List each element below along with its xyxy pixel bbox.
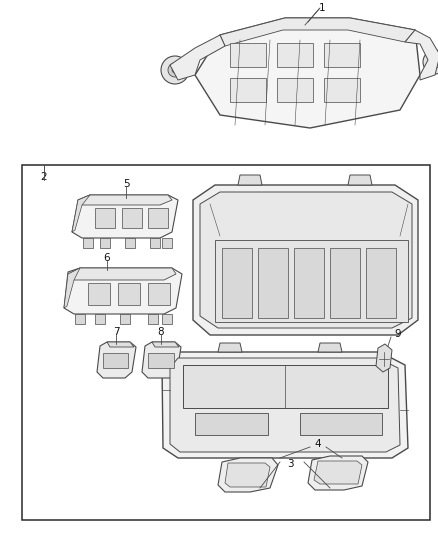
Circle shape (168, 63, 182, 77)
Polygon shape (107, 342, 134, 347)
Polygon shape (148, 283, 170, 305)
Polygon shape (97, 342, 136, 378)
Bar (22, 165, 430, 520)
Polygon shape (300, 413, 382, 435)
Polygon shape (95, 314, 105, 324)
Polygon shape (230, 78, 266, 102)
Polygon shape (318, 343, 342, 352)
Polygon shape (75, 314, 85, 324)
Circle shape (429, 56, 438, 68)
Polygon shape (78, 195, 172, 205)
Polygon shape (193, 185, 418, 335)
Polygon shape (376, 344, 392, 372)
Polygon shape (103, 353, 128, 368)
Polygon shape (125, 238, 135, 248)
Circle shape (161, 56, 189, 84)
Polygon shape (118, 283, 140, 305)
Circle shape (172, 67, 178, 73)
Text: 2: 2 (41, 172, 47, 182)
Text: 5: 5 (123, 179, 129, 189)
Polygon shape (324, 78, 360, 102)
Polygon shape (72, 195, 90, 232)
Polygon shape (183, 365, 388, 408)
Polygon shape (100, 238, 110, 248)
Polygon shape (150, 238, 160, 248)
Polygon shape (152, 342, 179, 347)
Polygon shape (258, 248, 288, 318)
Polygon shape (95, 208, 115, 228)
Polygon shape (64, 268, 182, 314)
Polygon shape (195, 18, 420, 128)
Text: 6: 6 (104, 253, 110, 263)
Polygon shape (218, 458, 278, 492)
Polygon shape (64, 268, 80, 308)
Text: 8: 8 (158, 327, 164, 337)
Text: 1: 1 (319, 3, 325, 13)
Polygon shape (170, 358, 400, 452)
Circle shape (432, 60, 438, 64)
Text: 3: 3 (287, 459, 293, 469)
Polygon shape (405, 30, 438, 80)
Circle shape (273, 410, 297, 434)
Polygon shape (83, 238, 93, 248)
Circle shape (423, 50, 438, 74)
Polygon shape (294, 248, 324, 318)
Text: 7: 7 (113, 327, 119, 337)
Polygon shape (162, 314, 172, 324)
Polygon shape (238, 175, 262, 185)
Polygon shape (142, 342, 181, 378)
Polygon shape (230, 43, 266, 67)
Polygon shape (68, 268, 176, 280)
Polygon shape (215, 240, 408, 322)
Polygon shape (225, 463, 270, 487)
Text: 9: 9 (395, 329, 401, 339)
Polygon shape (308, 456, 368, 490)
Polygon shape (148, 314, 158, 324)
Polygon shape (330, 248, 360, 318)
Polygon shape (324, 43, 360, 67)
Polygon shape (120, 314, 130, 324)
Polygon shape (314, 461, 362, 484)
Polygon shape (88, 283, 110, 305)
Polygon shape (122, 208, 142, 228)
Polygon shape (162, 352, 408, 458)
Polygon shape (72, 195, 178, 238)
Polygon shape (218, 343, 242, 352)
Polygon shape (162, 238, 172, 248)
Polygon shape (148, 208, 168, 228)
Polygon shape (220, 18, 415, 46)
Polygon shape (277, 43, 313, 67)
Polygon shape (222, 248, 252, 318)
Polygon shape (195, 413, 268, 435)
Polygon shape (170, 35, 225, 80)
Polygon shape (148, 353, 174, 368)
Polygon shape (200, 192, 412, 328)
Polygon shape (366, 248, 396, 318)
Text: 4: 4 (314, 439, 321, 449)
Polygon shape (348, 175, 372, 185)
Polygon shape (277, 78, 313, 102)
